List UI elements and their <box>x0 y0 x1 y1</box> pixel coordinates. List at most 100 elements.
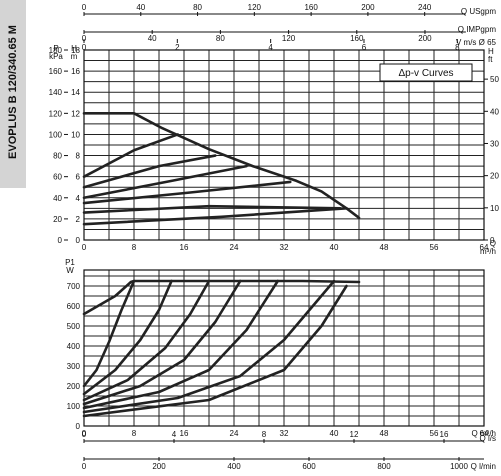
lmin-axis-tick: 400 <box>227 462 241 471</box>
top-axis-tick: 120 <box>282 34 296 43</box>
top-axis-tick: 200 <box>418 34 432 43</box>
power-y-tick: 200 <box>67 382 81 391</box>
lmin-axis-tick: 1000 <box>450 462 468 471</box>
head-x-tick: 48 <box>380 243 389 252</box>
head-kpa-tick: 180 <box>49 46 63 55</box>
head-kpa-tick: 100 <box>49 130 63 139</box>
top-axis-tick: 0 <box>82 3 87 12</box>
head-max-curve <box>82 112 361 220</box>
power-y-label: P1 <box>65 258 75 267</box>
top-axis-tick: 80 <box>216 34 225 43</box>
power-curve <box>82 279 173 396</box>
head-m-tick: 10 <box>71 130 80 139</box>
head-dp-curve <box>82 164 248 200</box>
power-y-tick: 600 <box>67 302 81 311</box>
power-y-tick: 300 <box>67 362 81 371</box>
head-dp-curve <box>82 154 217 189</box>
power-curve <box>82 284 348 418</box>
ls-axis-tick: 8 <box>262 430 267 439</box>
power-x-tick: 40 <box>330 429 339 438</box>
head-m-tick: 8 <box>76 152 81 161</box>
power-y-tick: 100 <box>67 402 81 411</box>
power-y-tick: 0 <box>76 422 81 431</box>
ls-axis-label: Q l/s <box>480 434 496 443</box>
top-axis-tick: 160 <box>350 34 364 43</box>
power-y-tick: 500 <box>67 322 81 331</box>
power-x-tick: 32 <box>280 429 289 438</box>
product-label: EVOPLUS B 120/340.65 M <box>0 0 26 188</box>
top-axis-tick: 0 <box>82 43 87 52</box>
head-ft-unit: ft <box>488 55 493 64</box>
chart-title-box <box>379 63 473 82</box>
head-dp-curve <box>82 204 342 214</box>
ls-axis-tick: 4 <box>172 430 177 439</box>
head-kpa-label: P <box>53 44 58 53</box>
head-x-unit: m³/h <box>480 247 496 256</box>
head-ft-tick: 20 <box>490 172 499 181</box>
top-axis-label: Q IMPgpm <box>458 25 497 34</box>
head-ft-tick: 30 <box>490 139 499 148</box>
top-axis-tick: 8 <box>455 43 460 52</box>
lmin-axis-tick: 0 <box>82 462 87 471</box>
power-x-label: Q m³/h <box>472 429 496 438</box>
ls-axis-tick: 0 <box>82 430 87 439</box>
lmin-axis-label: Q l/min <box>471 462 496 471</box>
top-axis-tick: 120 <box>248 3 262 12</box>
head-x-tick: 8 <box>132 243 137 252</box>
chart-title: Δp-v Curves <box>398 68 453 79</box>
head-x-tick: 56 <box>430 243 439 252</box>
head-x-tick: 24 <box>230 243 239 252</box>
top-axis-tick: 6 <box>362 43 367 52</box>
head-ft-tick: 40 <box>490 107 499 116</box>
power-x-tick: 8 <box>132 429 137 438</box>
head-kpa-tick: 80 <box>53 152 62 161</box>
top-axis-tick: 0 <box>82 34 87 43</box>
head-kpa-unit: kPa <box>49 52 63 61</box>
power-chart-curves <box>82 279 361 418</box>
power-curve <box>82 279 336 414</box>
power-curve <box>82 279 280 410</box>
top-axis-tick: 200 <box>361 3 375 12</box>
head-m-tick: 14 <box>71 88 80 97</box>
head-x-tick: 16 <box>180 243 189 252</box>
top-axis-tick: 40 <box>148 34 157 43</box>
power-chart-frame <box>83 269 485 427</box>
ls-axis-tick: 16 <box>440 430 449 439</box>
power-y-tick: 400 <box>67 342 81 351</box>
head-flow-chart: 0246810121416180204060801001201401601800… <box>49 3 500 256</box>
head-x-tick: 0 <box>82 243 87 252</box>
head-ft-label: H <box>488 47 494 56</box>
head-x-label: Q <box>490 239 496 248</box>
head-kpa-tick: 120 <box>49 109 63 118</box>
head-chart-frame <box>83 49 485 241</box>
head-m-unit: m <box>71 52 78 61</box>
head-ft-tick: 0 <box>490 236 495 245</box>
head-kpa-tick: 160 <box>49 67 63 76</box>
top-axis-tick: 2 <box>175 43 180 52</box>
power-y-tick: 700 <box>67 282 81 291</box>
head-m-tick: 16 <box>71 67 80 76</box>
top-axis-label: V m/s Ø 65 <box>456 38 497 47</box>
power-curve <box>82 279 136 388</box>
power-x-tick: 0 <box>82 429 87 438</box>
head-ft-tick: 10 <box>490 204 499 213</box>
power-x-tick: 16 <box>180 429 189 438</box>
power-x-tick: 48 <box>380 429 389 438</box>
head-kpa-tick: 40 <box>53 194 62 203</box>
top-axis-tick: 80 <box>193 3 202 12</box>
top-axis-label: Q USgpm <box>461 7 496 16</box>
power-x-tick: 24 <box>230 429 239 438</box>
head-dp-curve <box>82 180 292 205</box>
head-ft-tick: 50 <box>490 75 499 84</box>
power-x-tick: 56 <box>430 429 439 438</box>
power-curve <box>82 279 242 406</box>
power-y-unit: W <box>66 266 74 275</box>
top-axis-tick: 40 <box>136 3 145 12</box>
head-dp-curve <box>82 133 180 178</box>
head-m-tick: 18 <box>71 46 80 55</box>
power-x-tick: 64 <box>480 429 489 438</box>
head-kpa-tick: 20 <box>53 215 62 224</box>
lmin-axis-tick: 800 <box>377 462 391 471</box>
